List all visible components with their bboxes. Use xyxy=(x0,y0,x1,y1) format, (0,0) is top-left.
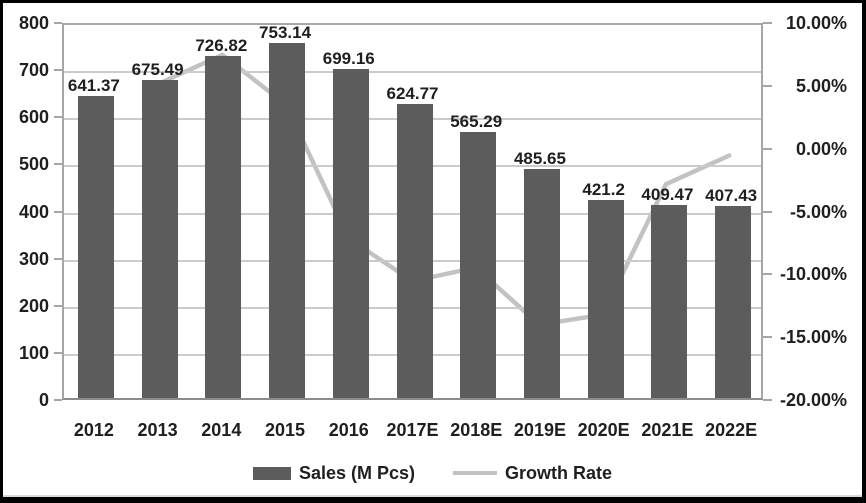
right-axis-label: 10.00% xyxy=(785,13,847,33)
left-axis-label: 0 xyxy=(38,390,49,410)
bar-value-label: 699.16 xyxy=(322,48,375,68)
right-axis-label: -20.00% xyxy=(779,390,847,410)
right-axis-label: 0.00% xyxy=(795,138,847,159)
bar-2013 xyxy=(141,79,178,398)
x-axis-label-2021E: 2021E xyxy=(641,420,694,440)
bar-value-label: 641.37 xyxy=(67,75,120,95)
left-axis-tick xyxy=(54,116,62,119)
sales-growth-combo-chart: Sales (M Pcs) Growth Rate 641.37 2012 675.… xyxy=(3,3,862,497)
right-axis-tick xyxy=(763,336,772,339)
left-axis-label: 400 xyxy=(18,201,49,222)
left-axis-label: 200 xyxy=(18,295,49,316)
right-axis-tick xyxy=(763,147,772,150)
left-axis-tick xyxy=(54,69,62,72)
x-axis-label-2015: 2015 xyxy=(265,420,306,440)
right-axis-label: 5.00% xyxy=(795,75,847,96)
left-axis-tick xyxy=(54,22,62,24)
right-axis-label: -10.00% xyxy=(779,264,847,285)
right-axis-tick xyxy=(763,22,772,24)
left-axis-tick xyxy=(54,399,62,401)
left-axis-tick xyxy=(54,257,62,260)
right-axis-label: -5.00% xyxy=(789,201,847,222)
legend-sales-swatch xyxy=(252,466,291,480)
right-axis-tick xyxy=(763,273,772,276)
left-axis-tick xyxy=(54,304,62,307)
legend-growth-swatch xyxy=(453,471,498,475)
legend-growth-label: Growth Rate xyxy=(505,462,613,483)
left-axis-label: 600 xyxy=(18,107,49,128)
x-axis-label-2012: 2012 xyxy=(73,420,114,440)
x-axis-label-2019E: 2019E xyxy=(513,420,566,440)
left-axis-tick xyxy=(54,163,62,166)
x-axis-label-2018E: 2018E xyxy=(450,420,503,440)
x-axis-label-2022E: 2022E xyxy=(705,420,758,440)
bar-2015 xyxy=(269,43,306,398)
growth-rate-line xyxy=(156,52,732,327)
plot-area xyxy=(62,23,763,400)
left-axis-tick xyxy=(54,351,62,354)
bar-value-label: 675.49 xyxy=(131,59,184,79)
bar-2021E xyxy=(651,205,688,398)
legend: Sales (M Pcs) Growth Rate xyxy=(3,462,862,484)
bar-value-label: 485.65 xyxy=(513,149,566,169)
left-axis-tick xyxy=(54,210,62,213)
left-axis-label: 500 xyxy=(18,154,49,175)
bar-2014 xyxy=(205,55,242,398)
bar-2018E xyxy=(460,131,497,398)
x-axis-label-2020E: 2020E xyxy=(577,420,630,440)
right-axis-label: -15.00% xyxy=(779,327,847,348)
bottom-shadow-line xyxy=(3,495,862,497)
bar-2020E xyxy=(587,199,624,398)
bar-value-label: 409.47 xyxy=(641,185,694,204)
left-axis-label: 300 xyxy=(18,248,49,269)
bar-2019E xyxy=(523,169,560,398)
x-axis-label-2014: 2014 xyxy=(201,420,242,440)
left-axis-label: 100 xyxy=(18,342,49,363)
bar-2012 xyxy=(77,95,114,398)
bar-2016 xyxy=(332,68,369,398)
x-axis-label-2013: 2013 xyxy=(137,420,178,440)
bar-value-label: 624.77 xyxy=(386,83,439,103)
gridline xyxy=(64,71,761,74)
right-axis-tick xyxy=(763,210,772,213)
growth-rate-polyline xyxy=(156,52,732,327)
x-axis-label-2017E: 2017E xyxy=(386,420,439,440)
bar-value-label: 565.29 xyxy=(450,111,503,131)
left-axis-label: 800 xyxy=(18,13,49,33)
bar-value-label: 726.82 xyxy=(195,35,248,55)
legend-spacer xyxy=(423,473,445,474)
x-axis-label-2016: 2016 xyxy=(328,420,369,440)
bar-value-label: 407.43 xyxy=(705,186,758,205)
left-axis-label: 700 xyxy=(18,60,49,81)
bar-2022E xyxy=(715,206,752,398)
bar-2017E xyxy=(396,103,433,398)
right-axis-tick xyxy=(763,399,772,401)
legend-sales-label: Sales (M Pcs) xyxy=(298,462,416,483)
right-axis-tick xyxy=(763,84,772,87)
bar-value-label: 753.14 xyxy=(259,23,312,43)
bar-value-label: 421.2 xyxy=(582,179,625,199)
